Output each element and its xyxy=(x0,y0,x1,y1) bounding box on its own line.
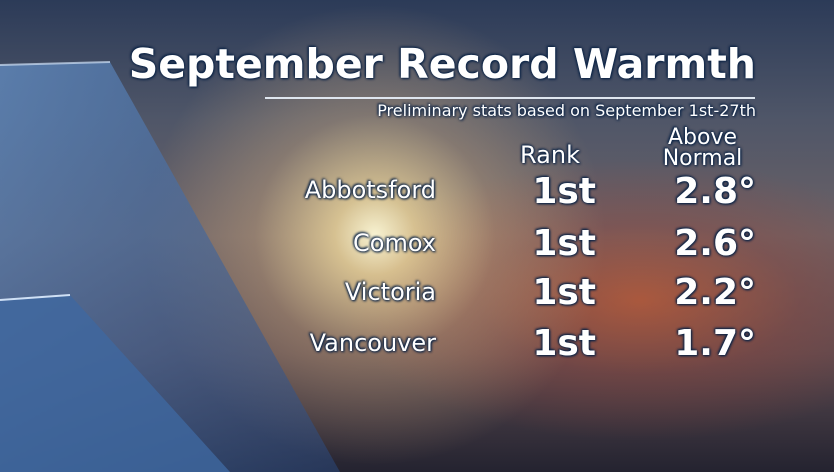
subtitle: Preliminary stats based on September 1st… xyxy=(377,101,756,120)
above-normal-value: 2.6° xyxy=(674,223,756,264)
rank-header: Rank xyxy=(520,141,580,169)
city-name: Abbotsford xyxy=(304,176,436,204)
city-name: Victoria xyxy=(344,278,436,306)
above-header-line1: Above xyxy=(667,125,738,150)
above-header-line2: Normal xyxy=(662,146,743,171)
rank-value: 1st xyxy=(532,272,596,313)
city-name: Comox xyxy=(353,229,436,257)
above-normal-value: 1.7° xyxy=(674,323,756,364)
city-name: Vancouver xyxy=(309,329,436,357)
page-title: September Record Warmth xyxy=(128,40,756,88)
above-normal-value: 2.8° xyxy=(674,171,756,212)
rank-value: 1st xyxy=(532,223,596,264)
rank-value: 1st xyxy=(532,171,596,212)
title-divider xyxy=(265,97,755,99)
rank-value: 1st xyxy=(532,323,596,364)
above-normal-value: 2.2° xyxy=(674,272,756,313)
above-normal-header: Above Normal xyxy=(650,125,755,171)
